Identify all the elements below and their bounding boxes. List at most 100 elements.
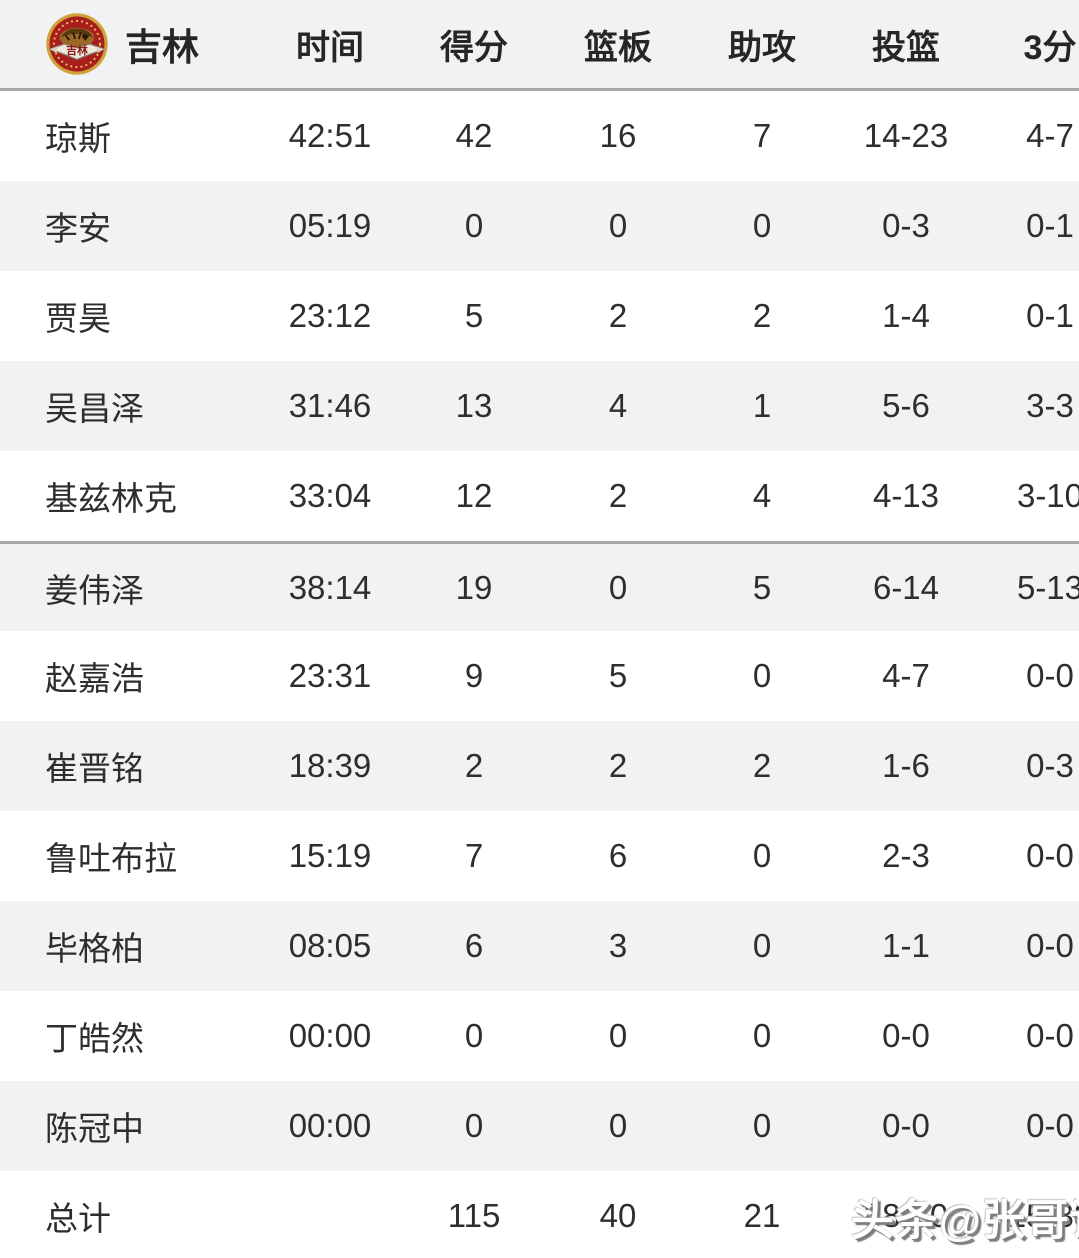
stat-points: 12 (455, 477, 493, 514)
totals-assists: 21 (743, 1197, 781, 1234)
stat-fg: 1-6 (882, 747, 930, 784)
player-name: 基兹林克 (45, 480, 177, 517)
table-row[interactable]: 李安 05:19 0 0 0 0-3 0-1 (0, 181, 1079, 271)
stat-three: 0-3 (1026, 747, 1074, 784)
player-name: 毕格柏 (45, 930, 144, 967)
stat-time: 38:14 (288, 568, 372, 606)
stat-three: 3-10 (1016, 477, 1079, 514)
stat-fg: 2-3 (882, 837, 930, 874)
player-name: 丁皓然 (45, 1020, 144, 1057)
totals-fg: 38-80 (863, 1197, 949, 1234)
team-name: 吉林 (125, 27, 199, 68)
table-row[interactable]: 基兹林克 33:04 12 2 4 4-13 3-10 (0, 451, 1079, 541)
player-name: 赵嘉浩 (45, 660, 144, 697)
stat-fg: 4-13 (872, 477, 940, 514)
stat-rebounds: 0 (608, 568, 628, 606)
stat-assists: 2 (752, 297, 772, 334)
stat-time: 00:00 (288, 1017, 372, 1054)
player-name: 鲁吐布拉 (45, 840, 177, 877)
table-row[interactable]: 吴昌泽 31:46 13 4 1 5-6 3-3 (0, 361, 1079, 451)
stat-time: 05:19 (288, 207, 372, 244)
player-name: 陈冠中 (45, 1110, 144, 1147)
table-row[interactable]: 丁皓然 00:00 0 0 0 0-0 0-0 (0, 991, 1079, 1081)
table-row[interactable]: 贾昊 23:12 5 2 2 1-4 0-1 (0, 271, 1079, 361)
stat-time: 18:39 (288, 747, 372, 784)
stat-rebounds: 2 (608, 747, 628, 784)
team-header-cell: 吉林 吉林 (0, 12, 258, 76)
totals-three: 15-38 (1007, 1197, 1079, 1234)
stat-fg: 0-3 (882, 207, 930, 244)
totals-points: 115 (447, 1197, 501, 1234)
stat-three: 5-13 (1016, 568, 1079, 606)
stat-three: 3-3 (1026, 387, 1074, 424)
table-row[interactable]: 崔晋铭 18:39 2 2 2 1-6 0-3 (0, 721, 1079, 811)
table-row[interactable]: 毕格柏 08:05 6 3 0 1-1 0-0 (0, 901, 1079, 991)
stat-points: 42 (455, 117, 493, 154)
stat-assists: 0 (752, 207, 772, 244)
stat-rebounds: 5 (608, 657, 628, 694)
stat-points: 19 (455, 568, 493, 606)
col-header-fg: 投篮 (872, 28, 940, 67)
player-name: 崔晋铭 (45, 750, 144, 787)
stat-time: 23:31 (288, 657, 372, 694)
stat-assists: 2 (752, 747, 772, 784)
stat-time: 08:05 (288, 927, 372, 964)
col-header-points: 得分 (440, 28, 508, 67)
totals-row: 总计 115 40 21 38-80 15-38 (0, 1171, 1079, 1258)
player-name: 贾昊 (45, 300, 111, 337)
stat-points: 0 (464, 1107, 484, 1144)
stat-time: 23:12 (288, 297, 372, 334)
stat-three: 0-0 (1026, 1017, 1074, 1054)
table-row[interactable]: 鲁吐布拉 15:19 7 6 0 2-3 0-0 (0, 811, 1079, 901)
stat-three: 0-0 (1026, 837, 1074, 874)
stat-assists: 5 (752, 568, 772, 606)
table-row[interactable]: 姜伟泽 38:14 19 0 5 6-14 5-13 (0, 541, 1079, 631)
stat-fg: 14-23 (863, 117, 949, 154)
stat-three: 0-0 (1026, 1107, 1074, 1144)
stat-time: 00:00 (288, 1107, 372, 1144)
stat-points: 6 (464, 927, 484, 964)
stat-points: 0 (464, 1017, 484, 1054)
player-name: 琼斯 (45, 120, 111, 157)
table-row[interactable]: 赵嘉浩 23:31 9 5 0 4-7 0-0 (0, 631, 1079, 721)
player-name: 吴昌泽 (45, 390, 144, 427)
stat-rebounds: 0 (608, 207, 628, 244)
table-row[interactable]: 琼斯 42:51 42 16 7 14-23 4-7 (0, 91, 1079, 181)
stat-points: 0 (464, 207, 484, 244)
totals-rebounds: 40 (599, 1197, 637, 1234)
stat-fg: 1-1 (882, 927, 930, 964)
player-name: 李安 (45, 210, 111, 247)
stat-assists: 7 (752, 117, 772, 154)
stat-rebounds: 0 (608, 1017, 628, 1054)
stat-three: 0-0 (1026, 927, 1074, 964)
stat-rebounds: 4 (608, 387, 628, 424)
totals-label: 总计 (45, 1200, 111, 1237)
stat-rebounds: 2 (608, 477, 628, 514)
col-header-rebounds: 篮板 (584, 28, 652, 67)
stat-rebounds: 0 (608, 1107, 628, 1144)
jilin-tigers-logo-icon: 吉林 (45, 12, 109, 76)
stat-fg: 5-6 (882, 387, 930, 424)
stat-rebounds: 3 (608, 927, 628, 964)
stat-rebounds: 2 (608, 297, 628, 334)
stat-points: 13 (455, 387, 493, 424)
stat-three: 0-0 (1026, 657, 1074, 694)
stat-assists: 0 (752, 927, 772, 964)
stat-fg: 0-0 (882, 1017, 930, 1054)
stat-assists: 0 (752, 657, 772, 694)
stat-assists: 0 (752, 1017, 772, 1054)
col-header-assists: 助攻 (728, 28, 796, 67)
stat-fg: 6-14 (872, 568, 940, 606)
stat-time: 42:51 (288, 117, 372, 154)
player-name: 姜伟泽 (45, 571, 144, 609)
stat-fg: 0-0 (882, 1107, 930, 1144)
stat-time: 33:04 (288, 477, 372, 514)
stat-rebounds: 6 (608, 837, 628, 874)
stat-three: 0-1 (1026, 207, 1074, 244)
stat-rebounds: 16 (599, 117, 637, 154)
stat-three: 4-7 (1026, 117, 1074, 154)
col-header-three: 3分 (1023, 28, 1077, 67)
table-header: 吉林 吉林 时间 得分 篮板 助攻 投篮 3分 (0, 0, 1079, 91)
table-row[interactable]: 陈冠中 00:00 0 0 0 0-0 0-0 (0, 1081, 1079, 1171)
